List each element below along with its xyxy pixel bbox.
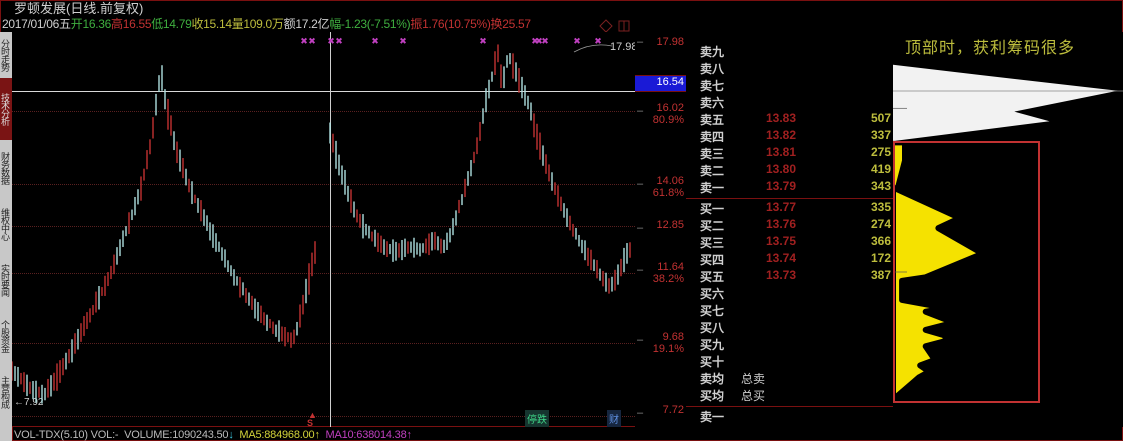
svg-text:✖: ✖ — [335, 36, 343, 46]
svg-text:✖: ✖ — [541, 36, 549, 46]
svg-text:✖: ✖ — [308, 36, 316, 46]
svg-text:✖: ✖ — [327, 36, 335, 46]
svg-text:✖: ✖ — [300, 36, 308, 46]
svg-text:✖: ✖ — [479, 36, 487, 46]
svg-text:✖: ✖ — [371, 36, 379, 46]
svg-text:✖: ✖ — [399, 36, 407, 46]
